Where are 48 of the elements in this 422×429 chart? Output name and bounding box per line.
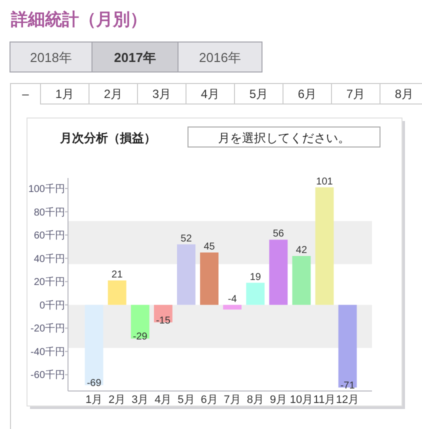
xtick-label: 9月 [270, 394, 287, 406]
xtick-label: 10月 [290, 394, 314, 406]
ytick-label: -40千円 [30, 346, 65, 358]
heading: 詳細統計（月別） [11, 10, 147, 29]
data-label: 56 [272, 228, 284, 240]
data-label: 21 [112, 269, 123, 280]
year-tab-label: 2017年 [114, 50, 156, 65]
month-tab-label: 7月 [346, 87, 366, 101]
xtick-label: 2月 [108, 394, 126, 406]
xtick-label: 8月 [246, 394, 264, 406]
xtick-label: 3月 [132, 394, 149, 406]
xtick-label: 4月 [154, 394, 172, 406]
ytick-label: 40千円 [34, 254, 65, 265]
xtick-label: 5月 [178, 394, 195, 406]
month-tab-label: 2月 [104, 87, 123, 101]
ytick-label: 20千円 [34, 277, 65, 288]
month-tab-label: 8月 [394, 87, 414, 101]
title: 月次分析（損益） [60, 131, 156, 145]
data-label: -4 [228, 294, 237, 305]
year-tab-label: 2018年 [30, 50, 72, 65]
data-label: 42 [296, 244, 308, 256]
data-label: -71 [340, 380, 355, 392]
xtick-label: 6月 [200, 394, 218, 406]
xtick-label: 11月 [313, 394, 336, 406]
ytick-label: 100千円 [28, 184, 65, 195]
month-tab-label: 4月 [200, 87, 220, 101]
xtick-label: 12月 [336, 394, 360, 406]
month-tab-label: 1月 [55, 87, 74, 101]
data-label: 19 [250, 272, 261, 283]
data-label: 101 [316, 176, 333, 188]
ytick-label: -20千円 [30, 324, 65, 335]
dropdown-label: 月を選択してください。 [218, 131, 350, 145]
month-tab-label: 3月 [152, 87, 172, 101]
data-label: -15 [156, 315, 170, 326]
xtick-label: 1月 [85, 394, 103, 406]
data-label: -29 [132, 332, 148, 343]
month-tab-label: 5月 [249, 87, 268, 101]
data-label: 45 [204, 242, 215, 252]
ytick-label: -60千円 [30, 370, 65, 382]
month-tab-label: – [22, 87, 29, 101]
data-label: 52 [180, 233, 192, 244]
year-tab-label: 2016年 [199, 50, 241, 65]
month-tab-label: 6月 [298, 87, 317, 101]
ytick-label: 0千円 [39, 300, 65, 312]
data-label: -69 [86, 378, 102, 390]
ytick-label: 60千円 [34, 230, 65, 242]
xtick-label: 7月 [224, 394, 241, 406]
ytick-label: 80千円 [34, 207, 65, 218]
